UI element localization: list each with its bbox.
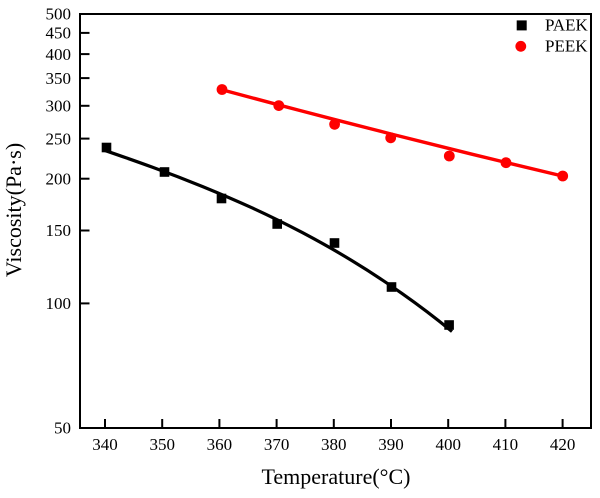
svg-text:Viscosity(Pa·s): Viscosity(Pa·s)	[1, 143, 26, 277]
svg-text:PAEK: PAEK	[545, 16, 589, 35]
svg-text:350: 350	[46, 69, 72, 88]
svg-text:250: 250	[46, 129, 72, 148]
svg-text:340: 340	[92, 435, 118, 454]
svg-text:450: 450	[46, 24, 72, 43]
svg-text:200: 200	[46, 169, 72, 188]
svg-text:100: 100	[46, 294, 72, 313]
svg-text:370: 370	[264, 435, 290, 454]
svg-text:420: 420	[550, 435, 576, 454]
svg-text:50: 50	[54, 419, 71, 438]
svg-text:500: 500	[46, 5, 72, 24]
svg-text:360: 360	[207, 435, 233, 454]
svg-text:300: 300	[46, 97, 72, 116]
svg-text:350: 350	[149, 435, 175, 454]
svg-text:150: 150	[46, 221, 72, 240]
svg-text:Temperature(°C): Temperature(°C)	[262, 464, 411, 489]
svg-text:PEEK: PEEK	[545, 37, 588, 56]
svg-text:400: 400	[435, 435, 461, 454]
svg-text:410: 410	[493, 435, 519, 454]
svg-text:400: 400	[46, 45, 72, 64]
svg-text:390: 390	[378, 435, 404, 454]
svg-text:380: 380	[321, 435, 347, 454]
